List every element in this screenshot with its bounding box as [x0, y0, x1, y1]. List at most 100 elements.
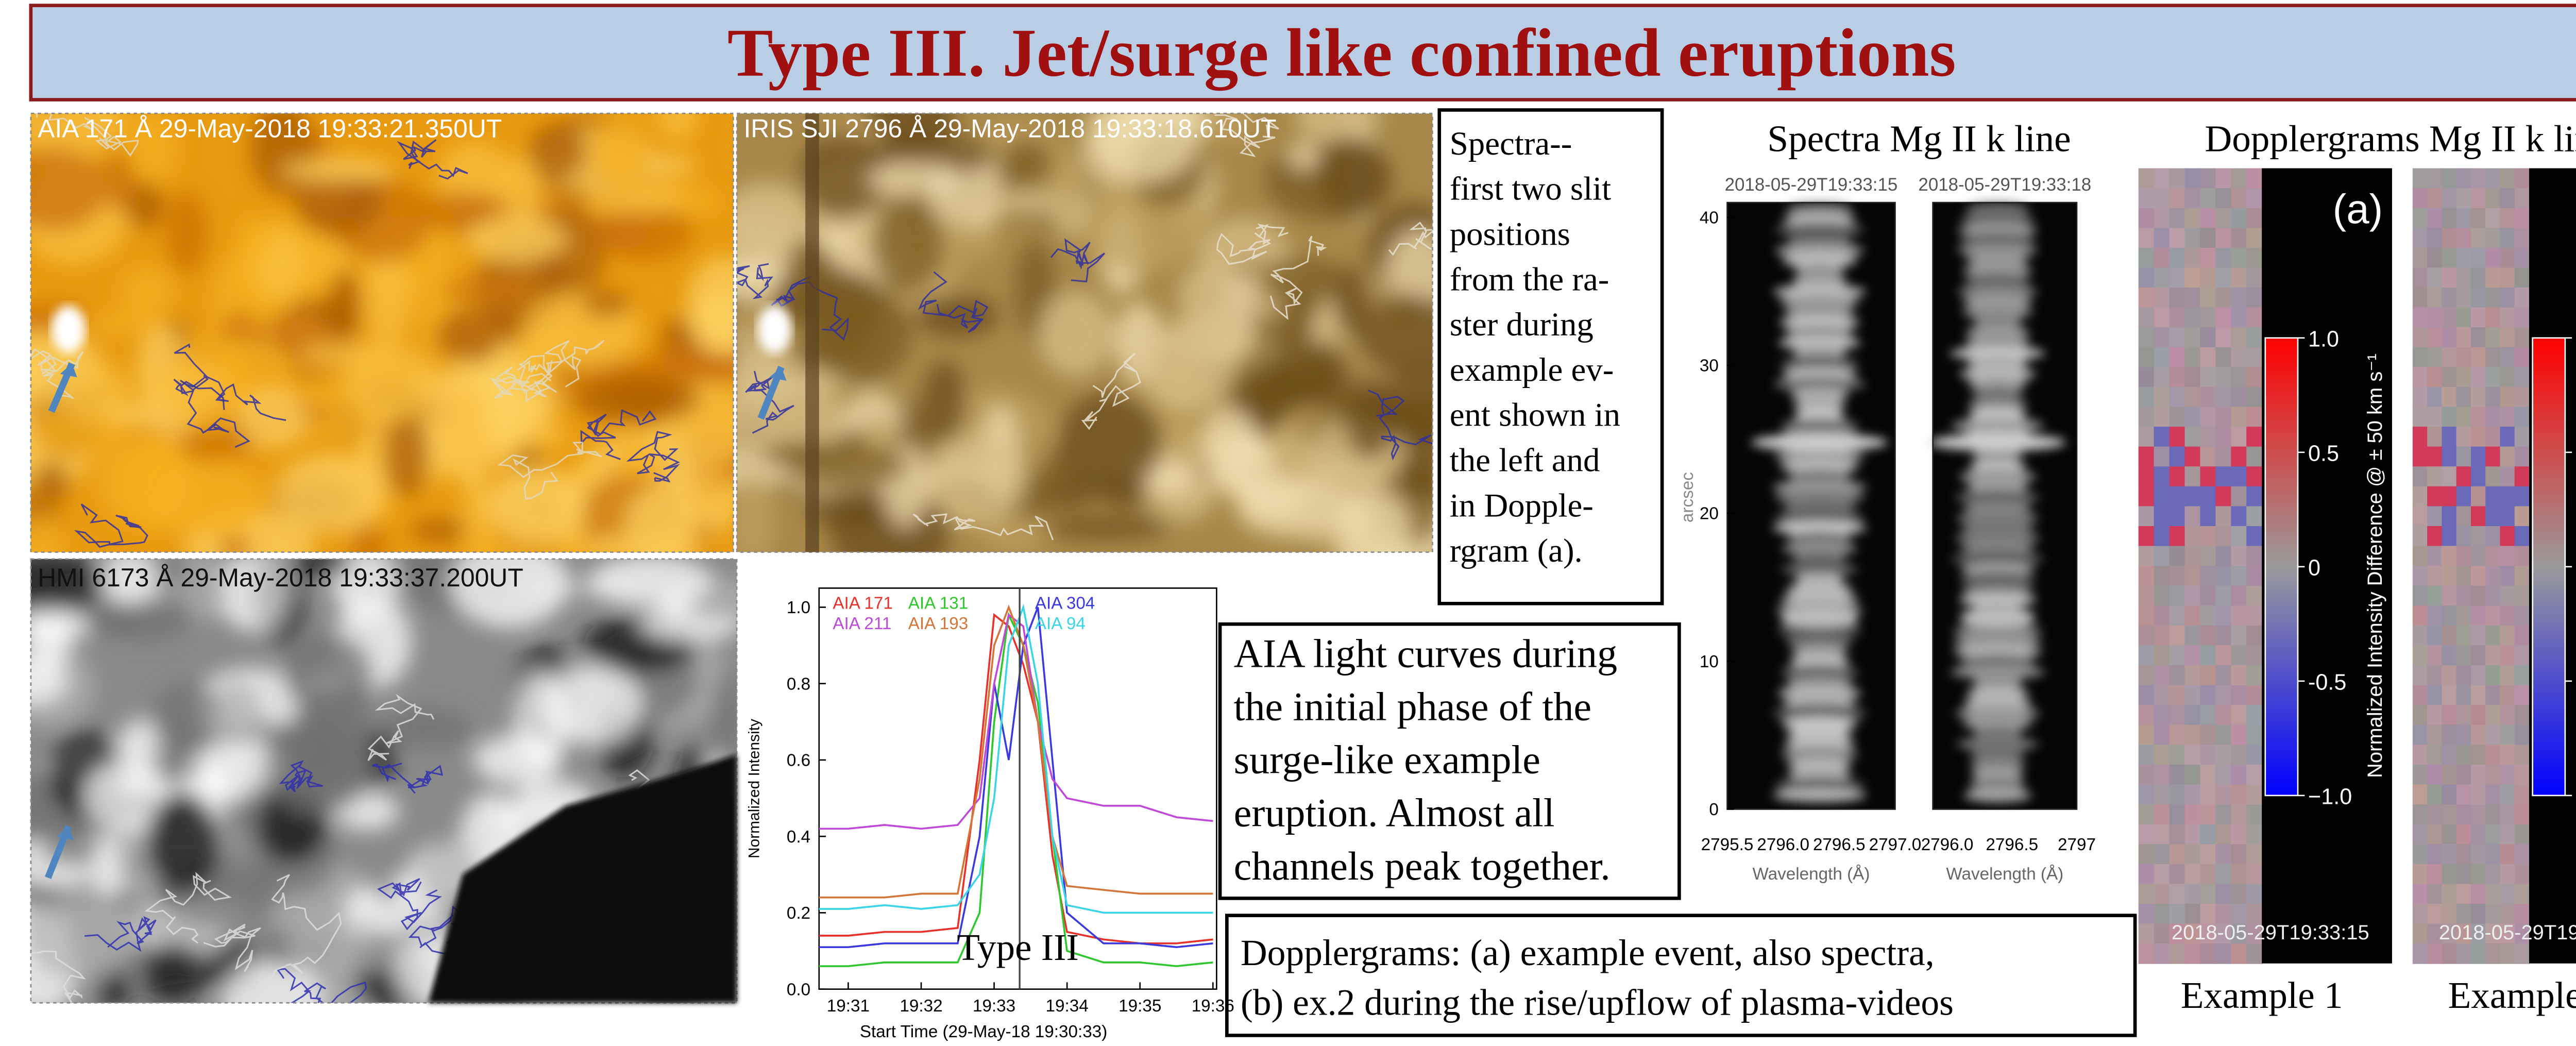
note-line: eruption. Almost all: [1234, 790, 1555, 835]
x-tick-label: 19:33: [973, 997, 1015, 1016]
doppler-pixel: [2456, 586, 2471, 606]
doppler-pixel: [2246, 228, 2262, 248]
panel-caption: Example 2: [2448, 974, 2576, 1016]
note-line: (b) ex.2 during the rise/upflow of plasm…: [1241, 983, 1954, 1023]
doppler-pixel: [2485, 347, 2500, 368]
doppler-pixel: [2442, 288, 2456, 308]
doppler-pixel: [2170, 347, 2185, 368]
image-blob: [592, 115, 651, 187]
doppler-pixel: [2215, 308, 2231, 328]
doppler-pixel: [2515, 447, 2530, 467]
colorbar-tick-label: −1.0: [2308, 784, 2352, 809]
doppler-pixel: [2500, 605, 2515, 626]
doppler-pixel: [2215, 745, 2231, 765]
doppler-pixel: [2246, 427, 2262, 447]
doppler-pixel: [2154, 943, 2170, 964]
doppler-pixel: [2246, 943, 2262, 964]
doppler-pixel: [2170, 288, 2185, 308]
doppler-pixel: [2246, 804, 2262, 825]
doppler-pixel: [2500, 824, 2515, 845]
doppler-pixel: [2154, 765, 2170, 785]
doppler-pixel: [2500, 188, 2515, 209]
page: { "header": {"title": "Type III. Jet/sur…: [0, 0, 2576, 1046]
doppler-pixel: [2413, 168, 2428, 189]
doppler-pixel: [2139, 466, 2155, 487]
image-blob: [542, 666, 642, 745]
doppler-pixel: [2442, 685, 2456, 706]
doppler-pixel: [2200, 943, 2216, 964]
y-tick-label: 40: [1700, 208, 1719, 227]
doppler-pixel: [2485, 188, 2500, 209]
image-blob: [1097, 477, 1150, 509]
doppler-pixel: [2185, 168, 2201, 189]
doppler-pixel: [2427, 466, 2442, 487]
doppler-pixel: [2471, 884, 2486, 904]
doppler-pixel: [2139, 486, 2155, 507]
doppler-pixel: [2427, 943, 2442, 964]
doppler-pixel: [2215, 407, 2231, 428]
doppler-pixel: [2427, 566, 2442, 586]
doppler-pixel: [2427, 884, 2442, 904]
doppler-pixel: [2154, 267, 2170, 288]
doppler-pixel: [2139, 248, 2155, 268]
image-blob: [443, 383, 487, 477]
doppler-pixel: [2154, 447, 2170, 467]
doppler-pixel: [2139, 308, 2155, 328]
note-line: AIA light curves during: [1234, 631, 1617, 676]
doppler-pixel: [2427, 228, 2442, 248]
doppler-pixel: [2500, 486, 2515, 507]
doppler-pixel: [2231, 626, 2247, 646]
image-blob: [728, 476, 775, 565]
doppler-pixel: [2200, 387, 2216, 408]
doppler-pixel: [2442, 626, 2456, 646]
doppler-pixel: [2246, 188, 2262, 209]
doppler-pixel: [2456, 168, 2471, 189]
doppler-pixel: [2413, 208, 2428, 229]
doppler-pixel: [2427, 804, 2442, 825]
doppler-pixel: [2231, 427, 2247, 447]
doppler-pixel: [2471, 466, 2486, 487]
doppler-pixel: [2170, 447, 2185, 467]
doppler-pixel: [2471, 526, 2486, 547]
panel-time: 2018-05-29T19:33:15: [2172, 921, 2369, 944]
doppler-pixel: [2485, 486, 2500, 507]
note-line: channels peak together.: [1234, 843, 1611, 888]
image-blob: [286, 923, 401, 975]
doppler-pixel: [2185, 466, 2201, 487]
doppler-pixel: [2485, 466, 2500, 487]
doppler-pixel: [2427, 387, 2442, 408]
doppler-pixel: [2500, 208, 2515, 229]
doppler-pixel: [2215, 387, 2231, 408]
doppler-pixel: [2154, 506, 2170, 527]
image-blob: [1318, 137, 1387, 216]
doppler-pixel: [2500, 466, 2515, 487]
doppler-pixel: [2246, 168, 2262, 189]
doppler-pixel: [2231, 785, 2247, 805]
doppler-pixel: [2200, 705, 2216, 726]
doppler-pixel: [2170, 267, 2185, 288]
doppler-pixel: [2442, 427, 2456, 447]
doppler-pixel: [2515, 267, 2530, 288]
doppler-pixel: [2215, 725, 2231, 746]
doppler-pixel: [2139, 447, 2155, 467]
doppler-pixel: [2500, 427, 2515, 447]
doppler-pixel: [2231, 725, 2247, 746]
doppler-pixel: [2471, 546, 2486, 567]
image-blob: [143, 947, 204, 1004]
doppler-pixel: [2515, 208, 2530, 229]
image-blob: [1055, 146, 1084, 215]
doppler-pixel: [2413, 804, 2428, 825]
doppler-pixel: [2246, 705, 2262, 726]
doppler-pixel: [2185, 824, 2201, 845]
doppler-pixel: [2154, 804, 2170, 825]
legend-entry: AIA 131: [908, 594, 968, 613]
doppler-pixel: [2185, 804, 2201, 825]
doppler-pixel: [2185, 844, 2201, 865]
doppler-pixel: [2456, 407, 2471, 428]
image-blob: [365, 250, 412, 346]
doppler-pixel: [2215, 208, 2231, 229]
doppler-pixel: [2246, 884, 2262, 904]
doppler-pixel: [2185, 347, 2201, 368]
doppler-pixel: [2427, 586, 2442, 606]
image-blob: [283, 632, 374, 718]
